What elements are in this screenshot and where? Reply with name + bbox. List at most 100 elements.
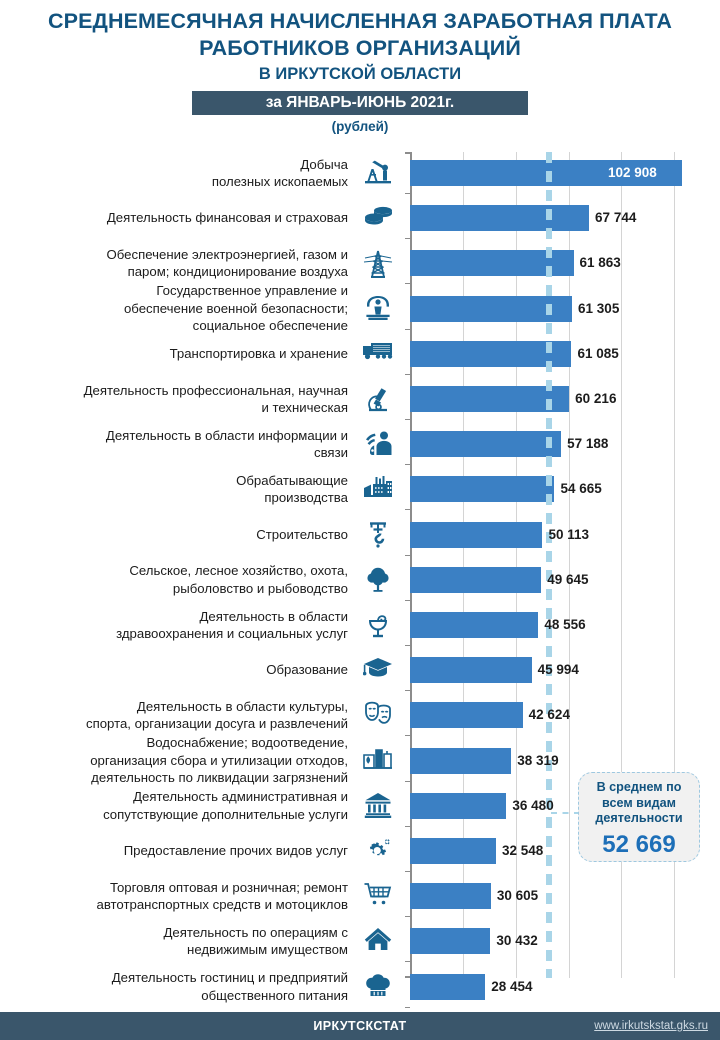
average-callout: В среднем по всем видам деятельности 52 … (578, 772, 700, 862)
units-label: (рублей) (331, 119, 389, 134)
wifi-person-icon (356, 430, 400, 456)
callout-connector (551, 812, 580, 814)
average-callout-label: В среднем по всем видам деятельности (595, 780, 683, 825)
category-label: Деятельность финансовая и страховая (106, 210, 348, 226)
gridline (568, 152, 570, 978)
average-reference-line (546, 152, 553, 978)
bar-value-label: 61 305 (578, 300, 620, 316)
axis-tick (405, 735, 410, 737)
average-callout-value: 52 669 (602, 830, 676, 858)
bar[interactable] (410, 657, 532, 684)
bar-value-label: 60 216 (575, 391, 617, 406)
category-label: Добыча полезных ископаемых (211, 156, 348, 190)
category-label: Деятельность в области культуры, спорта,… (85, 698, 348, 732)
period-banner: за ЯНВАРЬ-ИЮНЬ 2021г. (192, 91, 528, 115)
category-label: Обрабатывающие производства (236, 472, 348, 506)
bar[interactable] (410, 340, 572, 367)
axis-tick (405, 238, 410, 240)
page-title: СРЕДНЕМЕСЯЧНАЯ НАЧИСЛЕННАЯ ЗАРАБОТНАЯ ПЛ… (48, 9, 672, 60)
category-label: Деятельность профессиональная, научная и… (83, 382, 348, 416)
bar[interactable] (410, 386, 570, 412)
bar-value-label: 32 548 (502, 843, 544, 858)
axis-tick (405, 1006, 410, 1008)
category-label: Деятельность по операциям с недвижимым и… (163, 924, 348, 958)
bar[interactable] (410, 295, 573, 322)
axis-tick (405, 419, 410, 420)
water-utility-icon (356, 747, 400, 769)
bar[interactable] (410, 476, 555, 503)
bar-value-label: 30 432 (496, 933, 538, 949)
bar-value-label: 102 908 (608, 165, 657, 180)
bar[interactable] (410, 702, 523, 729)
bar-chart: Добыча полезных ископаемых 102 908 Деятель… (0, 150, 720, 1008)
axis-cap-top (405, 152, 410, 154)
category-label: Государственное управление и обеспечение… (123, 283, 348, 334)
category-label: Предоставление прочих видов услуг (123, 843, 348, 859)
page-subtitle: В ИРКУТСКОЙ ОБЛАСТИ (258, 65, 462, 83)
category-label: Деятельность в области информации и связ… (105, 427, 348, 461)
shopping-cart-icon (356, 882, 400, 906)
bar-value-label: 50 113 (548, 526, 589, 542)
category-label: Образование (266, 662, 348, 678)
category-label: Деятельность в области здравоохранения и… (116, 608, 348, 642)
truck-icon (356, 340, 400, 360)
power-pylon-icon (356, 249, 400, 279)
coins-icon (356, 204, 400, 226)
axis-tick (405, 916, 410, 918)
gridline (515, 152, 517, 978)
bar[interactable] (410, 431, 562, 458)
axis-tick (405, 554, 410, 556)
bar[interactable] (410, 747, 512, 774)
gridline (674, 152, 676, 978)
plot-area (405, 152, 700, 1008)
bar-value-label: 61 863 (579, 255, 621, 271)
bar-value-label: 45 994 (537, 662, 579, 678)
axis-tick (405, 599, 410, 601)
axis-tick (405, 193, 410, 194)
category-label: Обеспечение электроэнергией, газом и пар… (106, 246, 349, 280)
microscope-icon (356, 385, 400, 413)
axis-tick (405, 961, 410, 963)
bar-value-label: 54 665 (560, 481, 602, 497)
footer-brand: ИРКУТСКСТАТ (313, 1019, 407, 1033)
bar[interactable] (410, 928, 491, 955)
gridline (462, 152, 464, 978)
bar[interactable] (410, 973, 486, 1000)
bank-building-icon (356, 792, 400, 818)
axis-tick (405, 464, 410, 466)
axis-cap-bottom (405, 976, 410, 978)
bar-value-label: 49 645 (547, 571, 589, 587)
axis-tick (405, 373, 410, 375)
oil-pump-icon (356, 159, 400, 185)
bar[interactable] (410, 566, 542, 593)
category-label: Строительство (256, 526, 348, 542)
value-axis (410, 152, 412, 978)
government-building-icon (356, 295, 400, 321)
axis-tick (405, 283, 410, 285)
theater-masks-icon (356, 701, 400, 725)
bar[interactable] (410, 205, 590, 232)
bar[interactable] (410, 612, 539, 638)
bar[interactable] (410, 521, 543, 548)
bar-value-label: 30 605 (496, 888, 539, 904)
bar-value-label: 61 085 (577, 345, 619, 361)
bar[interactable] (410, 838, 497, 864)
axis-tick (405, 871, 410, 872)
category-label: Деятельность административная и сопутств… (103, 789, 348, 822)
bar-value-label: 48 556 (544, 617, 586, 632)
bar[interactable] (410, 160, 682, 186)
axis-tick (405, 690, 410, 692)
axis-tick (405, 328, 410, 330)
factory-icon (356, 475, 400, 498)
bar-value-label: 38 319 (517, 752, 559, 768)
footer-url-link[interactable]: www.irkutskstat.gks.ru (594, 1020, 708, 1032)
axis-tick (405, 645, 410, 646)
chef-hat-icon (356, 973, 400, 997)
header: СРЕДНЕМЕСЯЧНАЯ НАЧИСЛЕННАЯ ЗАРАБОТНАЯ ПЛ… (0, 0, 720, 136)
house-icon (356, 927, 400, 951)
footer: ИРКУТСКСТАТ www.irkutskstat.gks.ru (0, 1012, 720, 1040)
bar-value-label: 42 624 (528, 707, 570, 723)
bar[interactable] (410, 792, 507, 819)
bar[interactable] (410, 883, 491, 910)
